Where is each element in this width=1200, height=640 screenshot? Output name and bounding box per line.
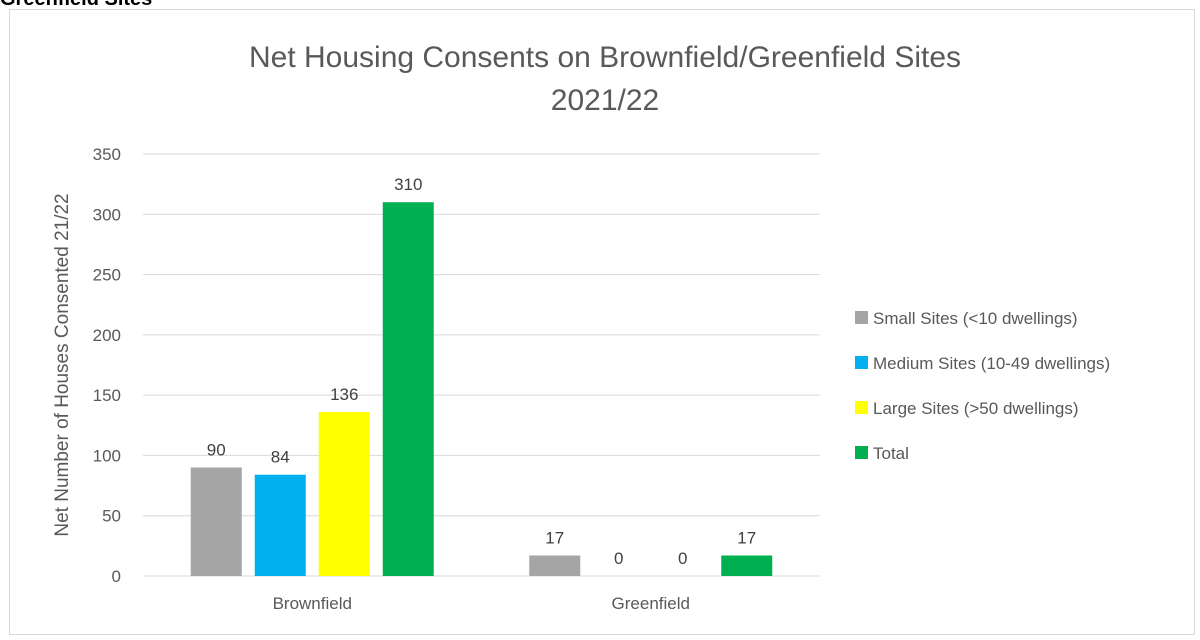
gridlines xyxy=(143,153,820,577)
data-label-brownfield-2: 136 xyxy=(330,385,358,404)
legend-swatch-1 xyxy=(855,356,868,369)
legend-swatch-0 xyxy=(855,311,868,324)
data-label-brownfield-1: 84 xyxy=(271,448,290,467)
y-tick-label-6: 300 xyxy=(93,205,121,224)
chart-subtitle: 2021/22 xyxy=(551,84,659,117)
legend-label-2: Large Sites (>50 dwellings) xyxy=(873,399,1079,418)
legend-label-1: Medium Sites (10-49 dwellings) xyxy=(873,354,1110,373)
chart-title: Net Housing Consents on Brownfield/Green… xyxy=(249,41,961,74)
page-heading: Greenfield Sites xyxy=(0,0,152,11)
legend-swatch-3 xyxy=(855,446,868,459)
bars xyxy=(190,202,773,576)
y-axis-ticks: 0 50 100 150 200 250 300 350 xyxy=(93,145,121,586)
data-label-brownfield-3: 310 xyxy=(394,175,422,194)
y-tick-label-1: 50 xyxy=(102,507,121,526)
legend-swatch-2 xyxy=(855,401,868,414)
legend-label-3: Total xyxy=(873,444,909,463)
bar-brownfield-0 xyxy=(190,467,242,576)
y-tick-label-4: 200 xyxy=(93,326,121,345)
data-labels: 90 84 136 310 17 0 0 17 xyxy=(207,175,756,568)
data-label-greenfield-2: 0 xyxy=(678,549,687,568)
bar-greenfield-0 xyxy=(529,555,581,576)
y-tick-label-0: 0 xyxy=(112,567,121,586)
x-tick-label-brownfield: Brownfield xyxy=(273,594,352,613)
bar-brownfield-2 xyxy=(318,412,370,576)
bar-greenfield-3 xyxy=(721,555,773,576)
legend-label-0: Small Sites (<10 dwellings) xyxy=(873,309,1078,328)
data-label-brownfield-0: 90 xyxy=(207,440,226,459)
bar-brownfield-3 xyxy=(382,202,434,576)
x-axis-ticks: Brownfield Greenfield xyxy=(273,594,690,613)
y-tick-label-3: 150 xyxy=(93,386,121,405)
legend: Small Sites (<10 dwellings) Medium Sites … xyxy=(855,309,1110,463)
data-label-greenfield-1: 0 xyxy=(614,549,623,568)
y-tick-label-2: 100 xyxy=(93,446,121,465)
y-tick-label-7: 350 xyxy=(93,145,121,164)
data-label-greenfield-0: 17 xyxy=(545,529,564,548)
y-axis-title: Net Number of Houses Consented 21/22 xyxy=(52,193,73,536)
bar-brownfield-1 xyxy=(254,474,306,576)
data-label-greenfield-3: 17 xyxy=(737,529,756,548)
x-tick-label-greenfield: Greenfield xyxy=(612,594,690,613)
y-tick-label-5: 250 xyxy=(93,266,121,285)
